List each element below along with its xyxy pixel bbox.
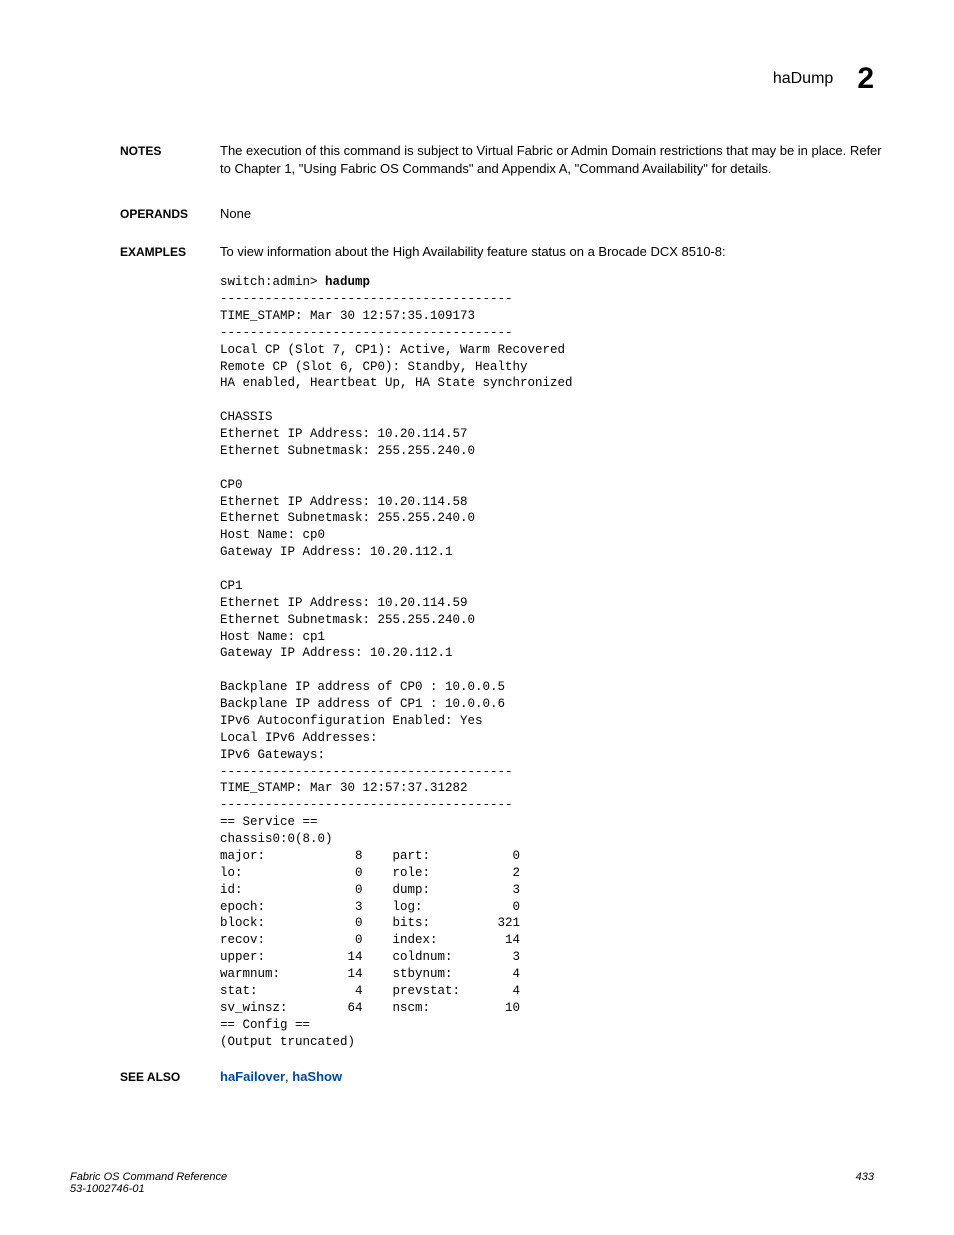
footer-left: Fabric OS Command Reference 53-1002746-0… (70, 1171, 227, 1195)
operands-label: OPERANDS (120, 205, 220, 223)
page: haDump 2 NOTES The execution of this com… (0, 0, 954, 1235)
output-lines: --------------------------------------- … (220, 292, 573, 1049)
notes-text: The execution of this command is subject… (220, 142, 884, 177)
notes-label: NOTES (120, 142, 220, 177)
examples-label: EXAMPLES (120, 243, 220, 261)
examples-intro: To view information about the High Avail… (220, 243, 884, 261)
operands-text: None (220, 205, 884, 223)
chapter-number: 2 (857, 62, 874, 96)
footer-pagenum: 433 (856, 1171, 874, 1195)
footer-title: Fabric OS Command Reference (70, 1171, 227, 1183)
prompt: switch:admin> (220, 275, 325, 289)
operands-section: OPERANDS None (120, 205, 884, 223)
seealso-section: SEE ALSO haFailover, haShow (120, 1068, 884, 1086)
notes-section: NOTES The execution of this command is s… (120, 142, 884, 177)
link-hashow[interactable]: haShow (292, 1069, 342, 1084)
seealso-links: haFailover, haShow (220, 1068, 884, 1086)
header-command: haDump (773, 70, 833, 88)
examples-section: EXAMPLES To view information about the H… (120, 243, 884, 261)
terminal-output: switch:admin> hadump -------------------… (220, 274, 884, 1050)
footer-docnum: 53-1002746-01 (70, 1183, 227, 1195)
page-footer: Fabric OS Command Reference 53-1002746-0… (70, 1171, 874, 1195)
link-hafailover[interactable]: haFailover (220, 1069, 285, 1084)
page-header: haDump 2 (773, 62, 874, 96)
seealso-label: SEE ALSO (120, 1068, 220, 1086)
command-typed: hadump (325, 275, 370, 289)
